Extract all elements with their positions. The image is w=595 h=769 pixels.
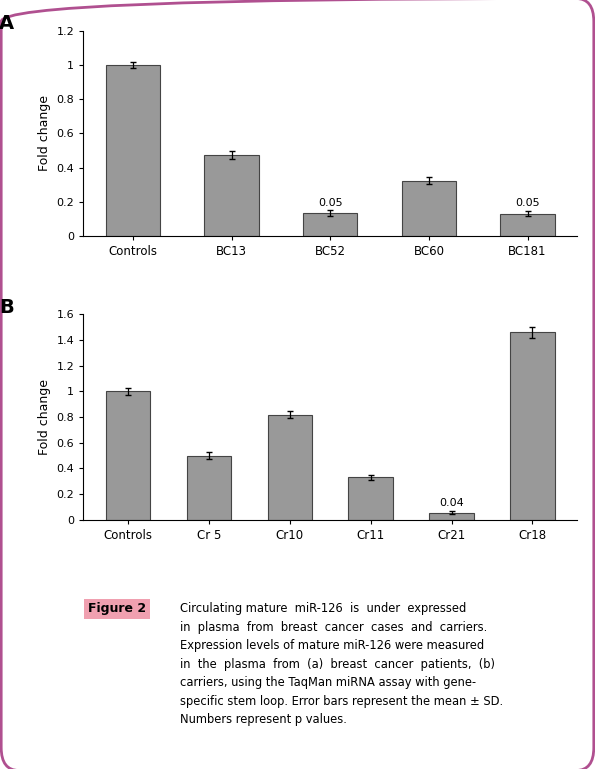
Bar (430, 513, 474, 520)
Text: Circulating mature  miR-126  is  under  expressed
in  plasma  from  breast  canc: Circulating mature miR-126 is under expr… (180, 602, 503, 727)
Text: A: A (0, 15, 14, 33)
Bar (268, 414, 312, 520)
Bar (205, 155, 259, 236)
Bar (303, 213, 358, 236)
Bar (349, 478, 393, 520)
Bar (106, 391, 151, 520)
Y-axis label: Fold change: Fold change (38, 379, 51, 455)
Text: 0.05: 0.05 (318, 198, 343, 208)
Text: 0.05: 0.05 (515, 198, 540, 208)
Bar (187, 455, 231, 520)
Bar (500, 214, 555, 236)
Y-axis label: Fold change: Fold change (38, 95, 51, 171)
Bar (106, 65, 160, 236)
Bar (402, 181, 456, 236)
Text: B: B (0, 298, 14, 317)
Text: Figure 2: Figure 2 (88, 602, 146, 615)
Text: 0.04: 0.04 (439, 498, 464, 508)
Bar (510, 332, 555, 520)
